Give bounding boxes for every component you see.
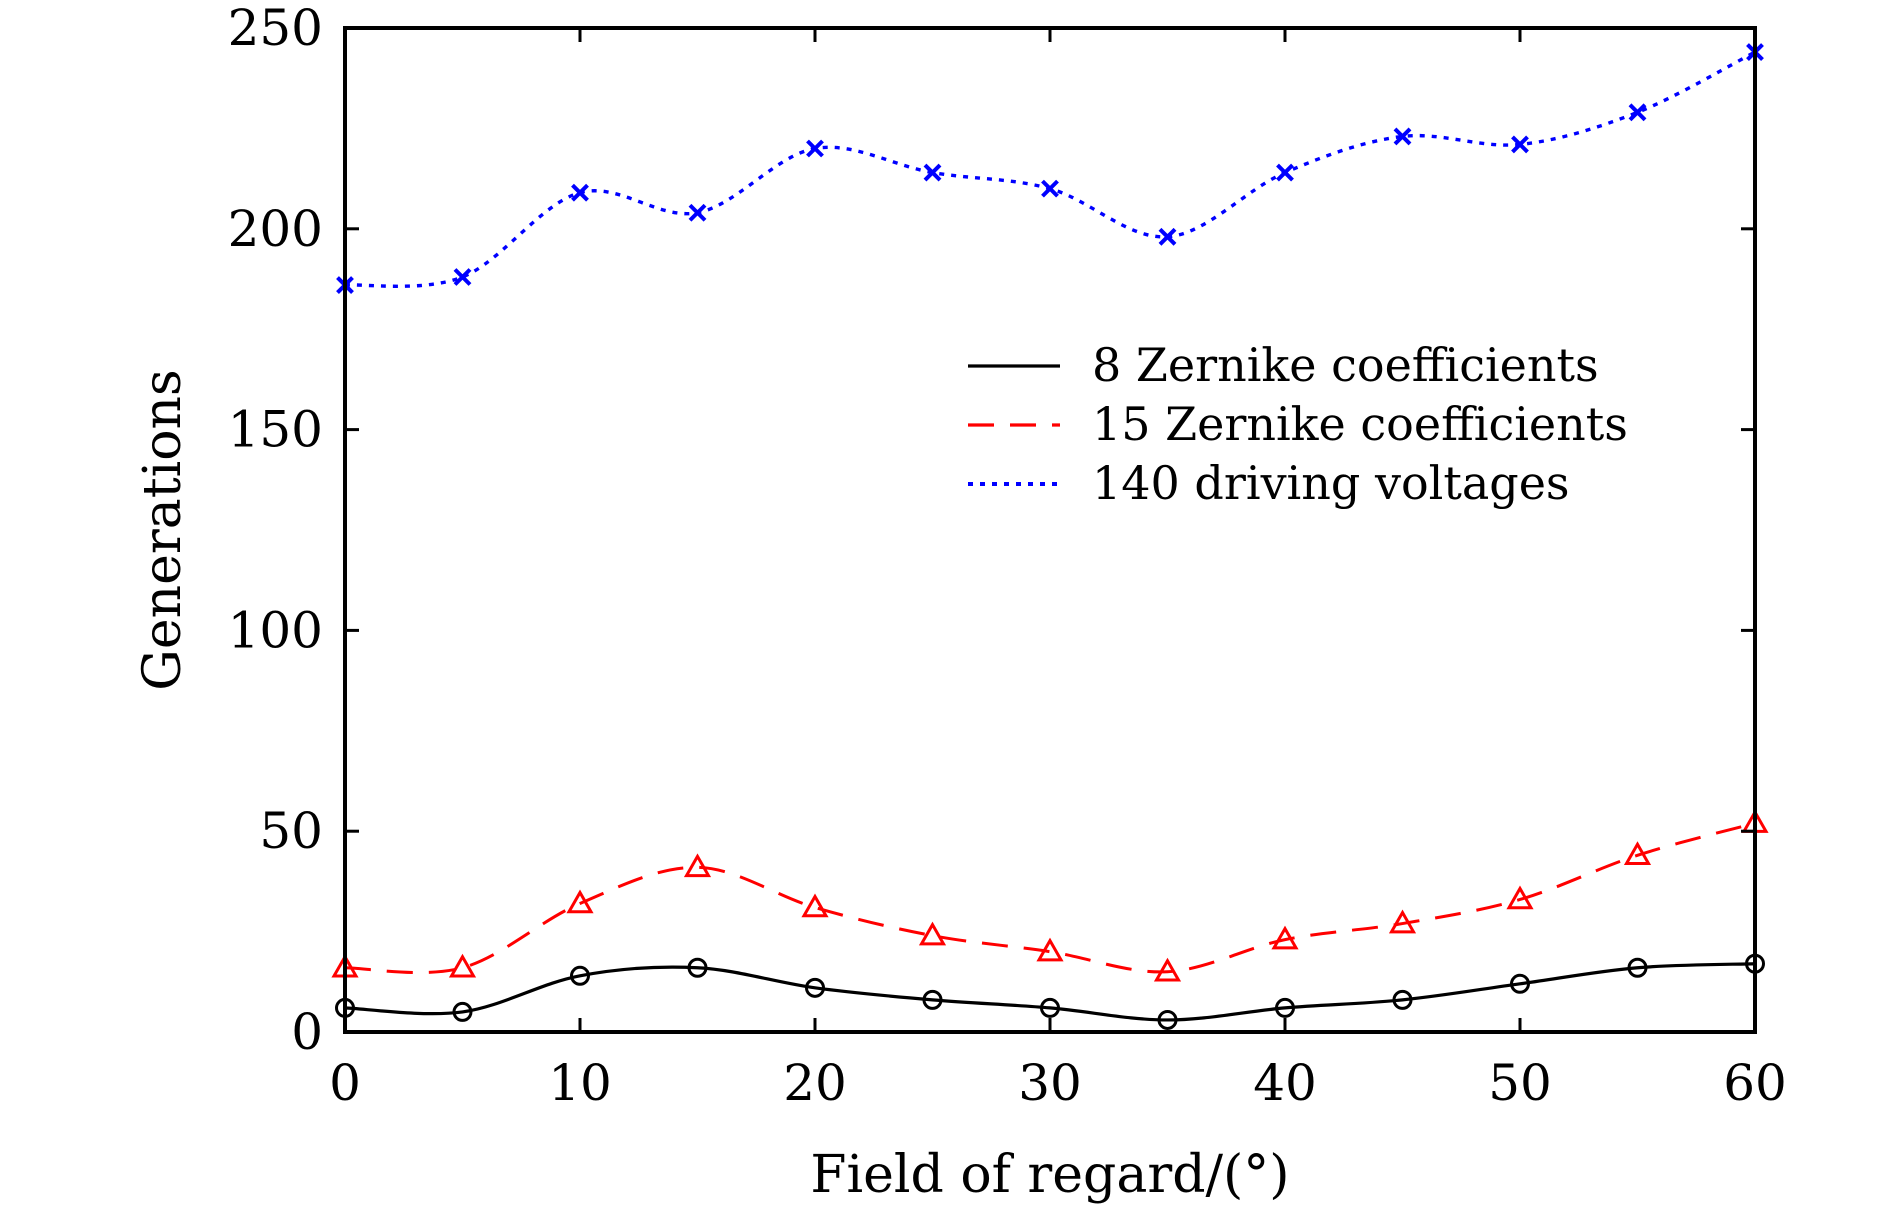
data-point-triangle <box>1271 925 1299 950</box>
y-tick-label: 0 <box>291 1003 323 1061</box>
y-axis-title: Generations <box>133 369 193 690</box>
data-point-triangle <box>448 953 477 978</box>
data-point-cross <box>571 183 589 202</box>
data-point-triangle <box>1506 885 1534 910</box>
data-point-cross <box>1628 103 1647 122</box>
legend-label-8-zernike: 8 Zernike coefficients <box>1092 338 1599 392</box>
data-point-circle <box>1040 997 1060 1018</box>
legend-entry-3: 140 driving voltages <box>968 456 1570 510</box>
series-3 <box>336 43 1764 294</box>
y-tick-label: 50 <box>259 802 323 860</box>
series-line <box>344 962 1756 1022</box>
legend-label-15-zernike: 15 Zernike coefficients <box>1092 397 1628 451</box>
data-point-cross <box>1511 135 1529 154</box>
x-tick-label: 0 <box>329 1054 361 1112</box>
data-point-circle <box>687 957 708 978</box>
data-point-circle <box>452 1001 473 1022</box>
series-line <box>344 821 1756 974</box>
data-point-triangle <box>1623 841 1652 866</box>
y-tick-label: 200 <box>228 200 323 258</box>
data-point-triangle <box>918 921 947 946</box>
data-point-triangle <box>1388 909 1417 934</box>
data-point-triangle <box>1036 937 1064 962</box>
plot-area <box>331 43 1769 1030</box>
data-point-triangle <box>801 893 829 918</box>
data-point-triangle <box>683 853 712 878</box>
data-point-cross <box>806 139 824 158</box>
data-point-circle <box>570 965 590 986</box>
data-point-cross <box>1276 163 1294 182</box>
x-tick-label: 50 <box>1488 1054 1552 1112</box>
data-point-circle <box>1157 1009 1178 1030</box>
data-point-cross <box>1041 179 1059 198</box>
y-tick-label: 250 <box>228 0 323 57</box>
data-point-cross <box>923 163 942 182</box>
series-line <box>344 50 1756 288</box>
x-tick-label: 60 <box>1723 1054 1787 1112</box>
y-tick-label: 100 <box>228 601 323 659</box>
x-tick-label: 30 <box>1018 1054 1082 1112</box>
data-point-triangle <box>566 889 594 914</box>
legend-entry-2: 15 Zernike coefficients <box>968 397 1628 451</box>
data-point-cross <box>688 203 707 222</box>
legend-entry-1: 8 Zernike coefficients <box>968 338 1599 392</box>
x-tick-label: 40 <box>1253 1054 1317 1112</box>
data-point-circle <box>1392 989 1413 1010</box>
data-point-circle <box>1510 973 1530 994</box>
x-tick-label: 10 <box>548 1054 612 1112</box>
plot-frame <box>343 26 1757 1034</box>
y-tick-label: 150 <box>228 401 323 459</box>
series-2 <box>331 809 1769 982</box>
data-point-cross <box>1158 227 1177 246</box>
legend: 8 Zernike coefficients 15 Zernike coeffi… <box>968 338 1628 510</box>
data-point-circle <box>922 989 943 1010</box>
data-point-cross <box>1393 127 1412 146</box>
data-point-cross <box>453 268 472 286</box>
series-1 <box>335 953 1765 1030</box>
x-axis-title: Field of regard/(°) <box>810 1145 1289 1205</box>
x-tick-label: 20 <box>783 1054 847 1112</box>
legend-label-140-voltages: 140 driving voltages <box>1092 456 1570 510</box>
data-point-circle <box>1627 957 1648 978</box>
data-point-circle <box>1275 997 1295 1018</box>
axis-ticks: 0 10 20 30 40 50 60 0 50 100 150 200 250 <box>228 0 1787 1112</box>
data-point-circle <box>805 977 825 998</box>
data-point-triangle <box>1153 957 1182 982</box>
